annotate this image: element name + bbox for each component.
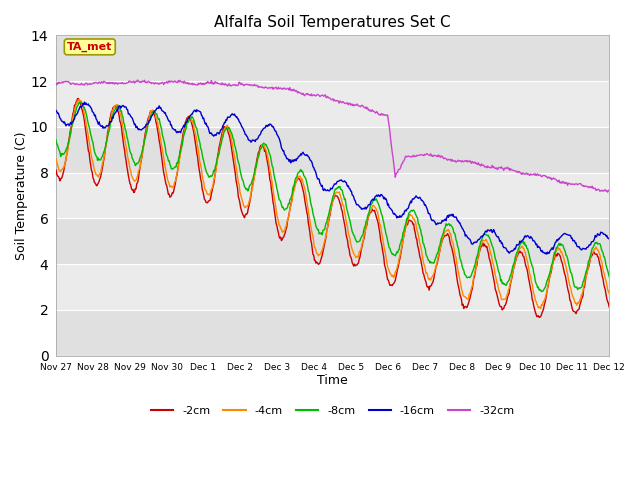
- Title: Alfalfa Soil Temperatures Set C: Alfalfa Soil Temperatures Set C: [214, 15, 451, 30]
- Text: TA_met: TA_met: [67, 42, 113, 52]
- Legend: -2cm, -4cm, -8cm, -16cm, -32cm: -2cm, -4cm, -8cm, -16cm, -32cm: [147, 402, 519, 420]
- Bar: [56, 81, 609, 127]
- Bar: [56, 310, 609, 356]
- Bar: [56, 173, 609, 218]
- Y-axis label: Soil Temperature (C): Soil Temperature (C): [15, 131, 28, 260]
- X-axis label: Time: Time: [317, 373, 348, 387]
- Bar: [56, 127, 609, 173]
- Bar: [56, 218, 609, 264]
- Bar: [56, 36, 609, 81]
- Bar: [56, 264, 609, 310]
